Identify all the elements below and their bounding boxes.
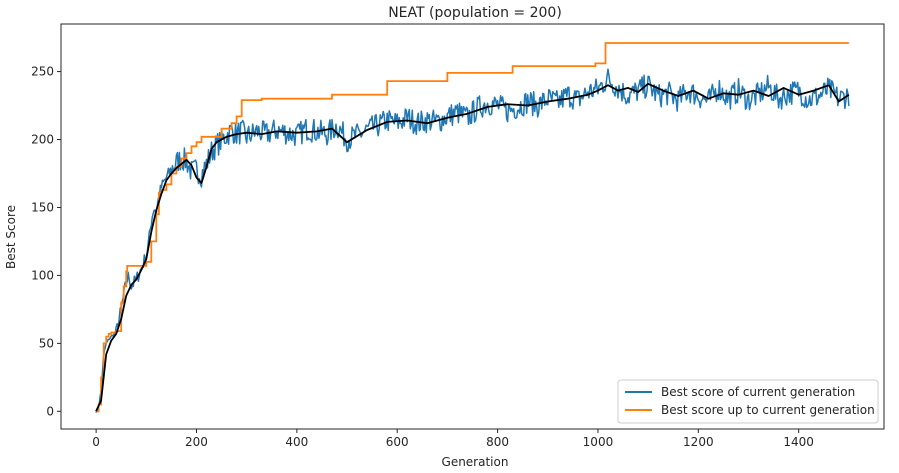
series-current-line [95, 68, 850, 413]
plot-lines [95, 42, 850, 413]
x-tick-label: 1200 [683, 435, 714, 449]
plot-frame [60, 23, 885, 430]
x-tick-label: 400 [285, 435, 308, 449]
x-tick-label: 600 [386, 435, 409, 449]
y-tick-label: 0 [46, 404, 54, 418]
y-tick-label: 150 [31, 200, 54, 214]
legend: Best score of current generation Best sco… [617, 379, 879, 424]
y-tick-label: 200 [31, 133, 54, 147]
x-axis: 0 200 400 600 800 1000 1200 1400 [92, 429, 814, 449]
y-axis: 0 50 100 150 200 250 [31, 65, 61, 418]
legend-entry-current-label: Best score of current generation [661, 385, 855, 399]
x-tick-label: 1000 [583, 435, 614, 449]
x-tick-label: 1400 [783, 435, 814, 449]
series-smoothed-line [95, 82, 850, 412]
y-axis-label: Best Score [4, 205, 18, 269]
x-tick-label: 200 [185, 435, 208, 449]
legend-entry-best-so-far-label: Best score up to current generation [661, 403, 875, 417]
x-tick-label: 800 [486, 435, 509, 449]
chart-title: NEAT (population = 200) [388, 5, 562, 21]
series-best-so-far-line [96, 42, 849, 413]
y-tick-label: 250 [31, 65, 54, 79]
x-axis-label: Generation [442, 455, 509, 469]
x-tick-label: 0 [92, 435, 100, 449]
legend-box [617, 379, 879, 424]
y-tick-label: 100 [31, 268, 54, 282]
y-tick-label: 50 [39, 336, 54, 350]
